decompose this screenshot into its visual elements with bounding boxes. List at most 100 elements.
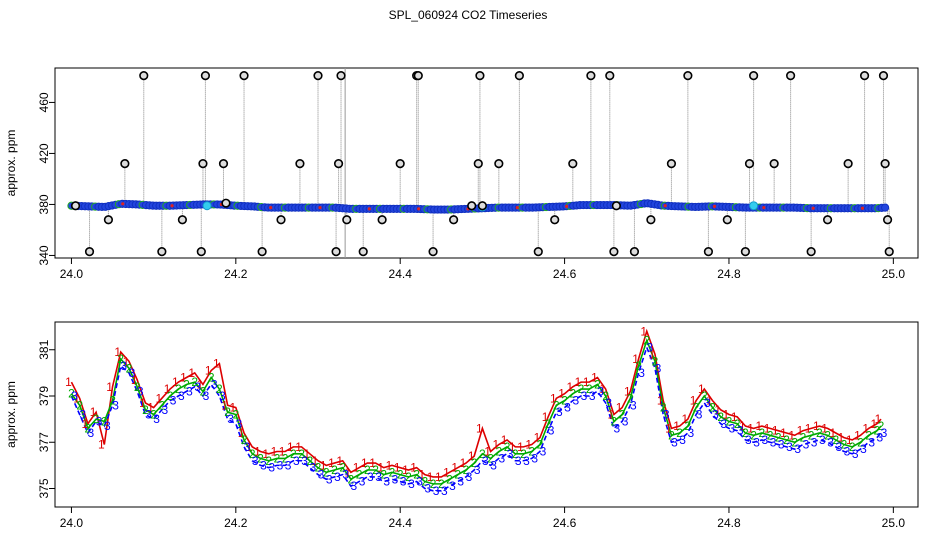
series-marker-2: 2 — [249, 447, 256, 461]
outlier-point — [786, 71, 796, 81]
outlier-point — [859, 71, 870, 81]
outlier-point — [494, 159, 504, 169]
series-marker-2: 2 — [323, 465, 330, 479]
series-marker-1: 1 — [772, 424, 779, 438]
series-marker-1: 1 — [517, 440, 524, 454]
series-marker-2: 2 — [504, 440, 511, 454]
series-marker-1: 1 — [394, 461, 401, 475]
series-marker-3: 3 — [400, 475, 407, 489]
series-marker-1: 1 — [525, 438, 532, 452]
series-marker-3: 3 — [392, 472, 399, 486]
series-marker-2: 2 — [611, 414, 618, 428]
outlier-point — [331, 247, 341, 257]
y-tick-label: 375 — [37, 478, 51, 498]
series-marker-2: 2 — [397, 468, 404, 482]
series-marker-1: 1 — [205, 364, 212, 378]
outlier-point — [473, 159, 483, 169]
series-marker-1: 1 — [435, 470, 442, 484]
series-marker-2: 2 — [348, 472, 355, 486]
series-marker-1: 1 — [468, 449, 475, 463]
outlier-point — [629, 247, 640, 257]
series-line-3 — [70, 345, 882, 492]
series-marker-3: 3 — [194, 380, 201, 394]
series-marker-1: 1 — [747, 421, 754, 435]
plot-frame — [54, 67, 919, 259]
series-marker-2: 2 — [430, 477, 437, 491]
series-marker-1: 1 — [328, 456, 335, 470]
series-marker-2: 2 — [208, 371, 215, 385]
series-marker-1: 1 — [336, 454, 343, 468]
outlier-point — [683, 71, 693, 81]
series-marker-1: 1 — [797, 424, 804, 438]
series-marker-3: 3 — [112, 398, 119, 412]
series-marker-2: 2 — [578, 382, 585, 396]
series-marker-1: 1 — [147, 401, 154, 415]
outlier-point — [276, 215, 286, 225]
series-marker-1: 1 — [566, 380, 573, 394]
series-marker-1: 1 — [476, 421, 483, 435]
baseline-point — [881, 203, 890, 212]
series-marker-1: 1 — [377, 461, 384, 475]
series-marker-2: 2 — [685, 419, 692, 433]
series-marker-2: 2 — [101, 414, 108, 428]
series-marker-3: 3 — [309, 461, 316, 475]
series-marker-3: 3 — [498, 451, 505, 465]
series-marker-3: 3 — [408, 477, 415, 491]
outlier-point — [84, 247, 95, 257]
series-marker-1: 1 — [164, 382, 171, 396]
series-marker-2: 2 — [274, 451, 281, 465]
x-tick-label: 24.4 — [389, 267, 413, 281]
series-marker-3: 3 — [638, 366, 645, 380]
series-marker-3: 3 — [819, 433, 826, 447]
series-marker-2: 2 — [874, 424, 881, 438]
outlier-point — [568, 159, 578, 169]
outlier-point — [882, 215, 893, 225]
series-marker-2: 2 — [758, 426, 765, 440]
series-marker-3: 3 — [778, 438, 785, 452]
series-marker-2: 2 — [791, 435, 798, 449]
series-marker-3: 3 — [507, 447, 514, 461]
series-marker-2: 2 — [783, 433, 790, 447]
baseline-accent — [564, 204, 569, 208]
outlier-point — [740, 247, 751, 257]
series-marker-2: 2 — [528, 445, 535, 459]
series-marker-1: 1 — [739, 419, 746, 433]
series-marker-3: 3 — [868, 435, 875, 449]
series-marker-3: 3 — [120, 359, 127, 373]
outlier-point — [744, 159, 755, 169]
y-axis-label: approx. ppm — [4, 381, 18, 448]
outlier-point — [884, 247, 894, 257]
series-marker-2: 2 — [627, 391, 634, 405]
series-marker-3: 3 — [761, 433, 768, 447]
series-marker-3: 3 — [466, 470, 473, 484]
series-marker-3: 3 — [383, 475, 390, 489]
series-marker-1: 1 — [558, 387, 565, 401]
series-marker-3: 3 — [351, 479, 358, 493]
outlier-point — [609, 247, 619, 257]
outlier-point — [533, 247, 543, 257]
outlier-point — [413, 71, 423, 81]
series-marker-2: 2 — [767, 428, 774, 442]
outlier-point — [878, 71, 889, 81]
series-marker-1: 1 — [295, 440, 302, 454]
series-marker-3: 3 — [794, 442, 801, 456]
series-marker-1: 1 — [287, 440, 294, 454]
series-marker-1: 1 — [303, 447, 310, 461]
outlier-point — [336, 71, 346, 81]
series-marker-3: 3 — [745, 433, 752, 447]
series-marker-1: 1 — [221, 398, 228, 412]
series-marker-3: 3 — [457, 475, 464, 489]
x-tick-label: 24.2 — [224, 267, 248, 281]
series-marker-1: 1 — [764, 421, 771, 435]
series-marker-2: 2 — [832, 433, 839, 447]
highlight-point — [202, 201, 212, 211]
series-marker-3: 3 — [88, 426, 95, 440]
series-marker-2: 2 — [265, 454, 272, 468]
series-marker-2: 2 — [479, 447, 486, 461]
series-marker-3: 3 — [137, 384, 144, 398]
series-marker-1: 1 — [657, 394, 664, 408]
series-marker-1: 1 — [213, 357, 220, 371]
series-marker-3: 3 — [523, 454, 530, 468]
series-marker-3: 3 — [597, 384, 604, 398]
